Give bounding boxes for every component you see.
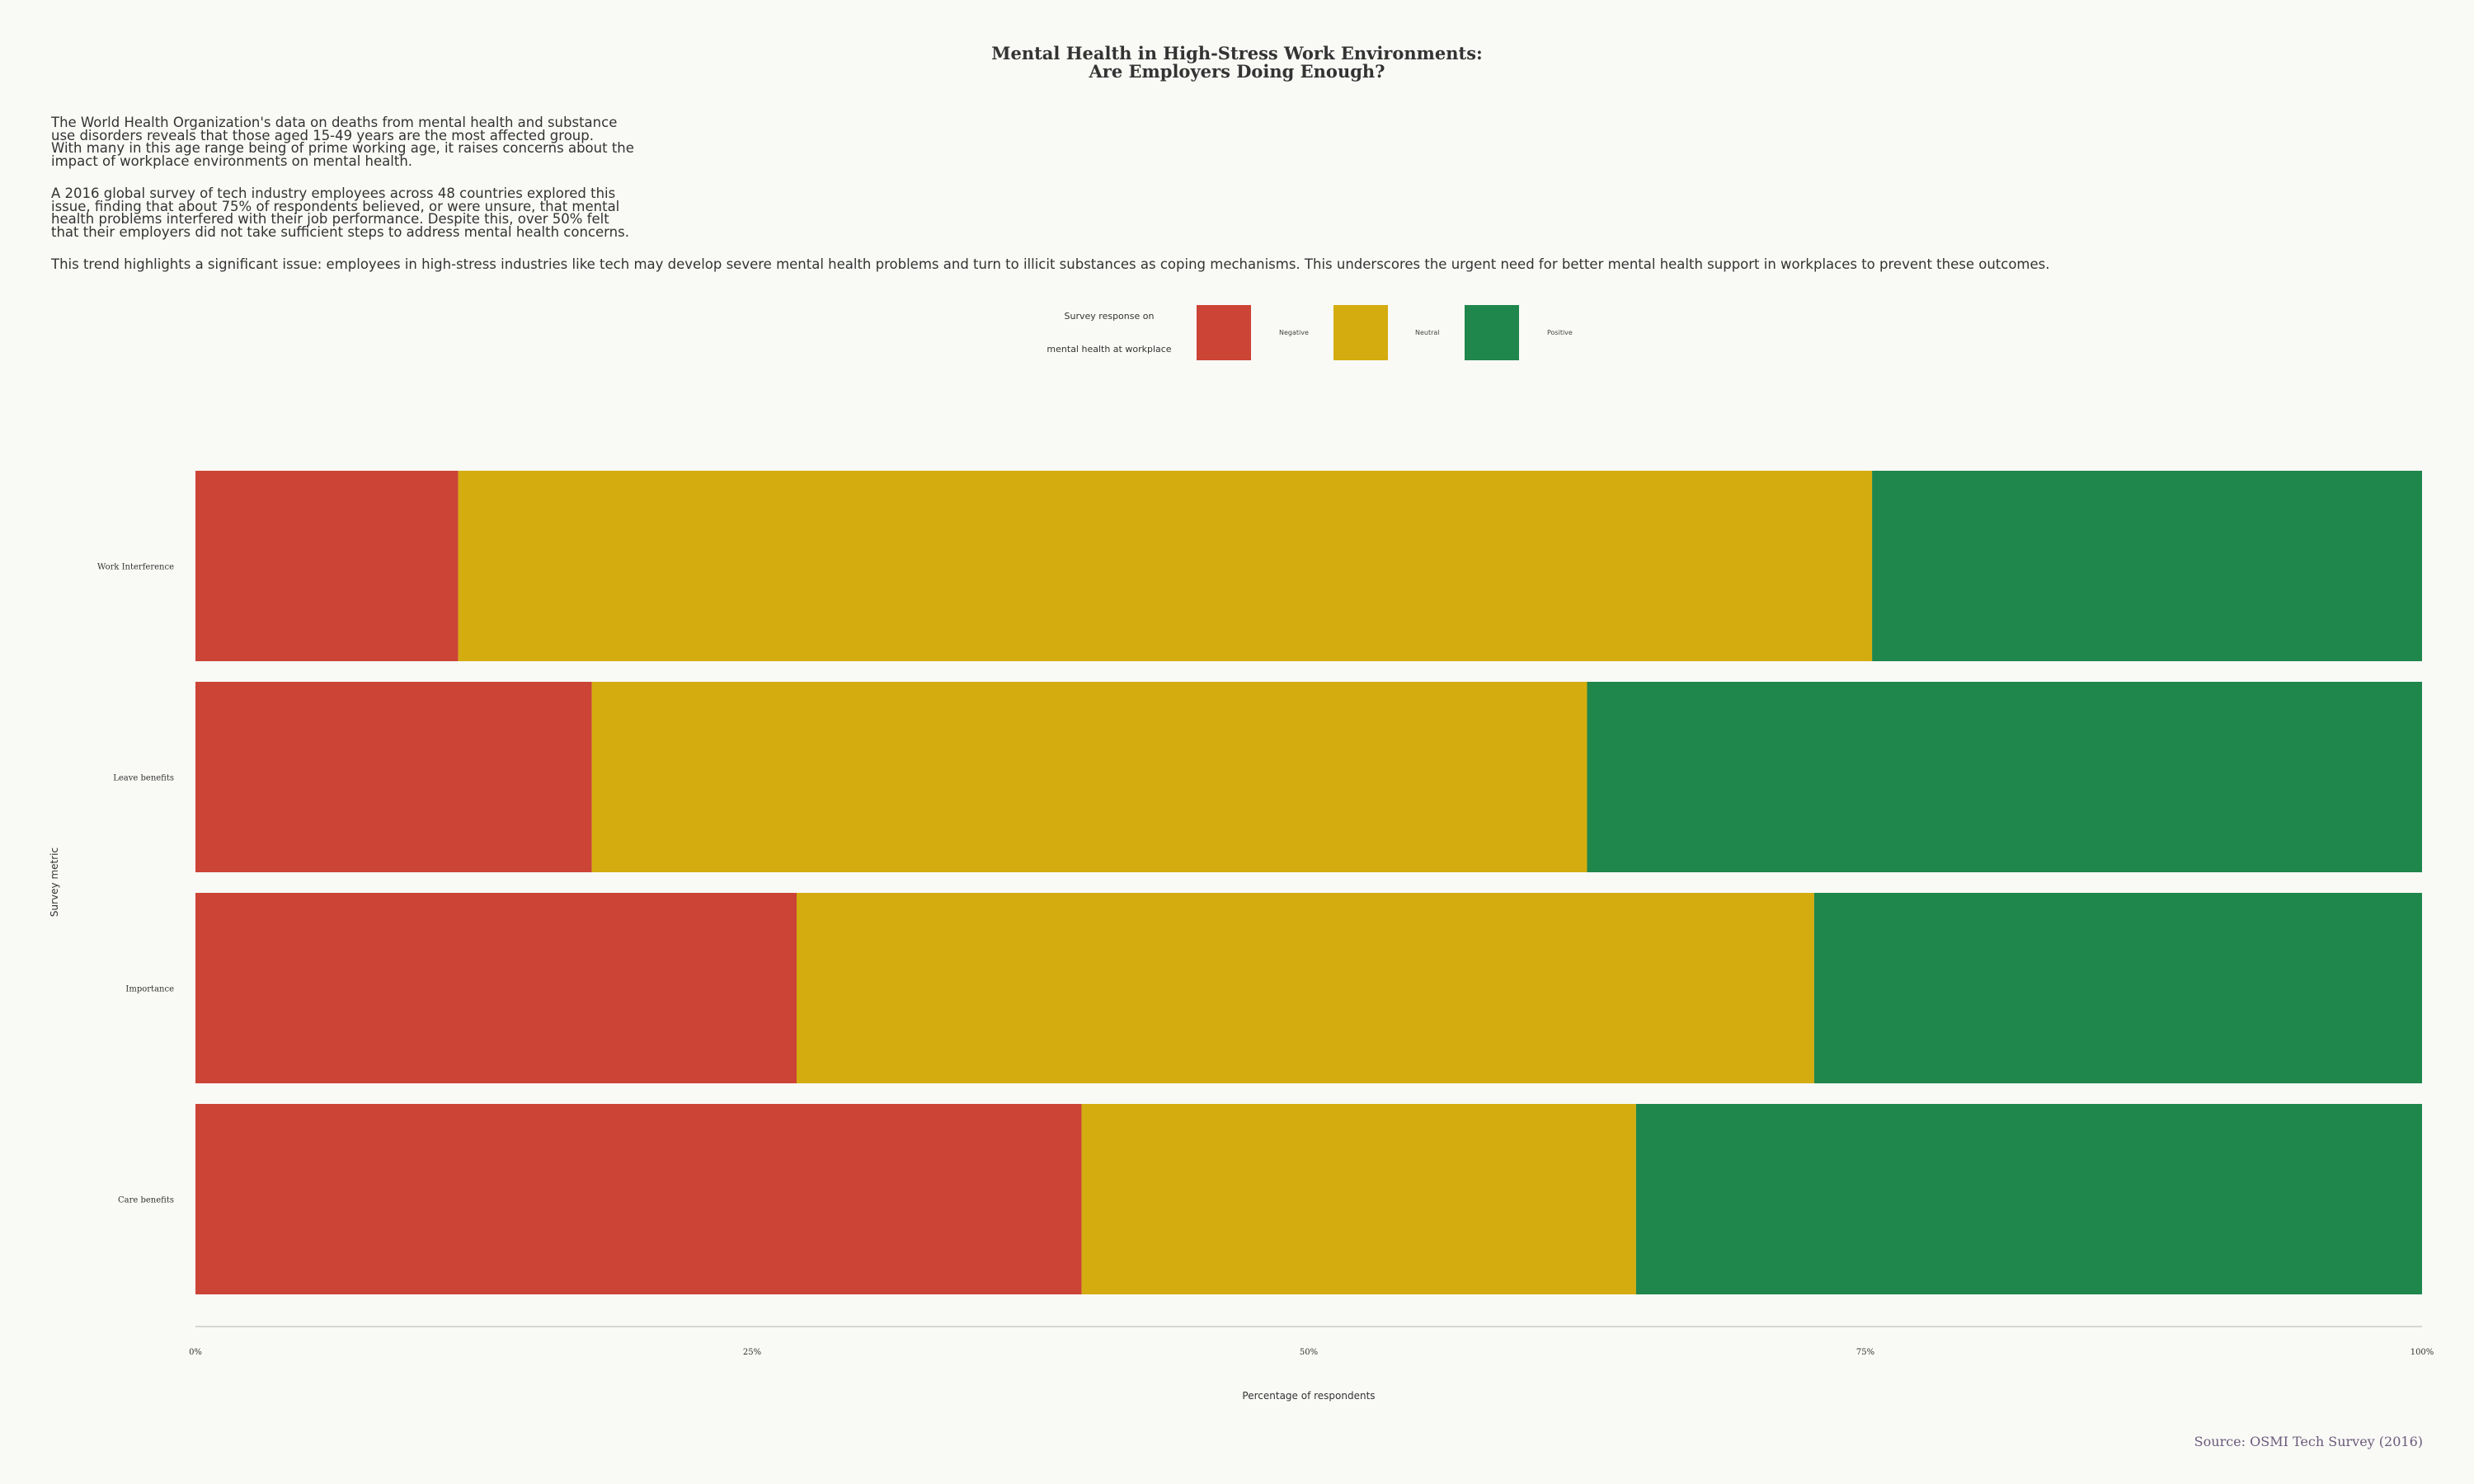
legend-swatch-positive: [1465, 305, 1519, 360]
x-tick-label: 75%: [1856, 1348, 1874, 1357]
bar-negative-care-benefits: [195, 1104, 1082, 1294]
title-line-2: Are Employers Doing Enough?: [1089, 61, 1385, 82]
bar-positive-importance: [1813, 893, 2422, 1083]
bar-negative-work-interference: [195, 471, 459, 661]
legend-label-neutral: Neutral: [1415, 329, 1440, 336]
y-tick-label: Care benefits: [118, 1196, 174, 1205]
bar-neutral-care-benefits: [1081, 1104, 1636, 1294]
x-tick-label: 100%: [2411, 1348, 2434, 1357]
chart-title: Mental Health in High-Stress Work Enviro…: [0, 45, 2474, 81]
legend-label-positive: Positive: [1547, 329, 1573, 336]
intro-paragraph-2: A 2016 global survey of tech industry em…: [51, 186, 629, 240]
x-axis-label: Percentage of respondents: [1242, 1390, 1375, 1402]
legend-title-line-2: mental health at workplace: [1047, 344, 1172, 355]
x-tick-label: 25%: [743, 1348, 761, 1357]
bar-positive-leave-benefits: [1587, 682, 2422, 872]
bar-negative-importance: [195, 893, 797, 1083]
title-line-1: Mental Health in High-Stress Work Enviro…: [991, 43, 1483, 63]
bar-negative-leave-benefits: [195, 682, 592, 872]
bar-neutral-importance: [797, 893, 1814, 1083]
bar-neutral-leave-benefits: [591, 682, 1587, 872]
source-note: Source: OSMI Tech Survey (2016): [2194, 1434, 2423, 1449]
x-tick-label: 0%: [189, 1348, 202, 1357]
y-tick-label: Leave benefits: [113, 774, 174, 783]
legend-label-negative: Negative: [1279, 329, 1309, 336]
y-axis-label: Survey metric: [49, 848, 60, 917]
x-tick-labels: 0% 25% 50% 75% 100%: [189, 1348, 2434, 1357]
x-tick-label: 50%: [1300, 1348, 1318, 1357]
legend-title-line-1: Survey response on: [1064, 311, 1155, 322]
bar-neutral-work-interference: [458, 471, 1873, 661]
intro-paragraph-3: This trend highlights a significant issu…: [51, 256, 2050, 272]
bars-group: [195, 471, 2422, 1294]
intro-paragraph-1: The World Health Organization's data on …: [51, 115, 634, 169]
legend-swatch-negative: [1197, 305, 1251, 360]
bar-positive-care-benefits: [1635, 1104, 2422, 1294]
bar-positive-work-interference: [1872, 471, 2422, 661]
y-tick-label: Importance: [125, 985, 174, 994]
legend-swatch-neutral: [1333, 305, 1388, 360]
y-tick-labels: Work Interference Leave benefits Importanc…: [97, 563, 174, 1205]
y-tick-label: Work Interference: [97, 563, 174, 572]
